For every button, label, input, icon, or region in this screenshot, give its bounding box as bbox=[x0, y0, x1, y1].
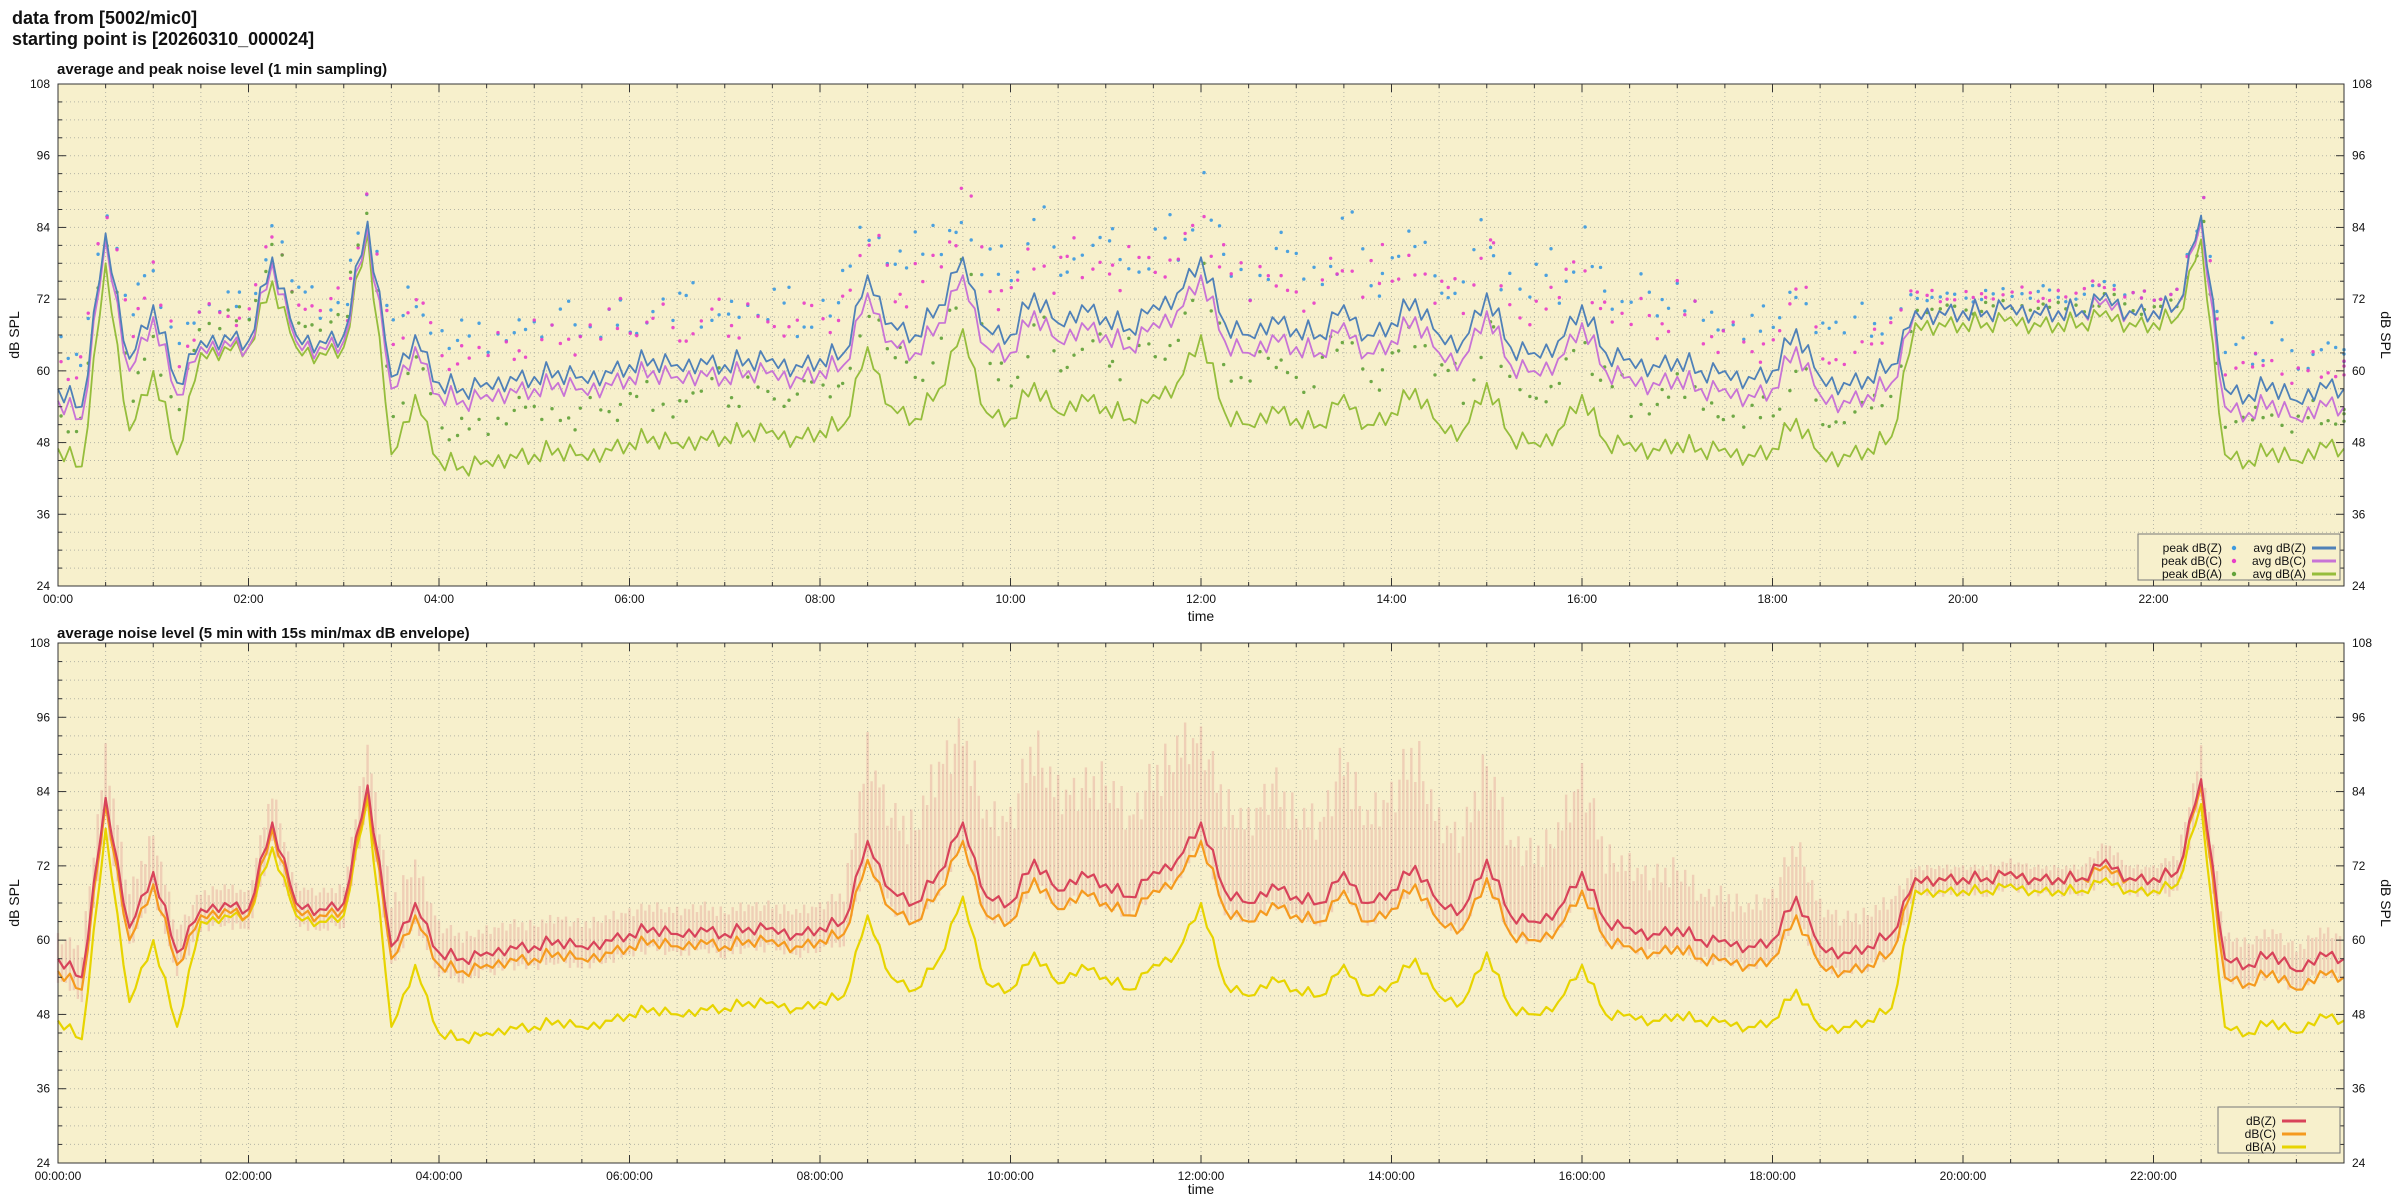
tick-label: 60 bbox=[37, 364, 51, 378]
tick-label: 08:00:00 bbox=[797, 1169, 844, 1183]
tick-label: 14:00:00 bbox=[1368, 1169, 1415, 1183]
legend-label: avg dB(A) bbox=[2253, 567, 2306, 581]
grid bbox=[58, 84, 2344, 586]
tick-label: 20:00:00 bbox=[1940, 1169, 1987, 1183]
tick-label: 10:00:00 bbox=[987, 1169, 1034, 1183]
legend-box bbox=[2137, 533, 2341, 581]
chart-1: 00:00:00 02:00:00 04:00:00 06:00:00 08:00:00… bbox=[30, 636, 2372, 1183]
tick-label: 60 bbox=[37, 933, 51, 947]
legend-label: dB(A) bbox=[2245, 1140, 2276, 1154]
tick-label: 84 bbox=[37, 785, 51, 799]
legend-label: peak dB(Z) bbox=[2163, 541, 2222, 555]
series-db-a- bbox=[57, 796, 2345, 1045]
tick-label: 08:00 bbox=[805, 592, 835, 606]
top-chart-title: average and peak noise level (1 min samp… bbox=[57, 61, 388, 78]
tick-label: 48 bbox=[37, 1007, 51, 1021]
tick-label: 12:00:00 bbox=[1178, 1169, 1225, 1183]
tick-label: 108 bbox=[30, 77, 50, 91]
tick-label: 22:00:00 bbox=[2130, 1169, 2177, 1183]
axis-ticks bbox=[57, 642, 2345, 1164]
tick-label: 72 bbox=[37, 859, 51, 873]
tick-label: 108 bbox=[30, 636, 50, 650]
tick-label: 24 bbox=[37, 1156, 51, 1170]
tick-label: 24 bbox=[2352, 579, 2366, 593]
series-peak-db-c- bbox=[59, 186, 2346, 385]
legend-label: dB(C) bbox=[2245, 1127, 2276, 1141]
tick-label: 20:00 bbox=[1948, 592, 1978, 606]
tick-label: 16:00:00 bbox=[1559, 1169, 1606, 1183]
tick-label: 24 bbox=[37, 579, 51, 593]
tick-label: 36 bbox=[2352, 507, 2366, 521]
tick-label: 22:00 bbox=[2138, 592, 2168, 606]
top-chart-ylabel-left: dB SPL bbox=[6, 311, 22, 359]
legend-box bbox=[2217, 1106, 2341, 1154]
series-db-z- bbox=[57, 778, 2345, 979]
legend-label: avg dB(Z) bbox=[2253, 541, 2306, 555]
tick-label: 48 bbox=[2352, 1007, 2366, 1021]
tick-label: 96 bbox=[37, 149, 51, 163]
bottom-chart-ylabel-right: dB SPL bbox=[2378, 879, 2394, 927]
tick-label: 84 bbox=[2352, 220, 2366, 234]
top-chart-ylabel-right: dB SPL bbox=[2378, 311, 2394, 359]
tick-label: 36 bbox=[2352, 1082, 2366, 1096]
tick-label: 00:00 bbox=[43, 592, 73, 606]
bottom-chart-title: average noise level (5 min with 15s min/… bbox=[57, 625, 470, 642]
tick-label: 04:00 bbox=[424, 592, 454, 606]
tick-label: 00:00:00 bbox=[35, 1169, 82, 1183]
tick-label: 36 bbox=[37, 507, 51, 521]
tick-label: 06:00 bbox=[614, 592, 644, 606]
bottom-chart-ylabel-left: dB SPL bbox=[6, 879, 22, 927]
legend-marker-dot bbox=[2231, 571, 2237, 577]
tick-label: 72 bbox=[37, 292, 51, 306]
tick-label: 02:00 bbox=[233, 592, 263, 606]
tick-label: 72 bbox=[2352, 292, 2366, 306]
tick-label: 48 bbox=[37, 436, 51, 450]
tick-label: 84 bbox=[2352, 785, 2366, 799]
tick-label: 16:00 bbox=[1567, 592, 1597, 606]
tick-label: 60 bbox=[2352, 364, 2366, 378]
tick-label: 108 bbox=[2352, 636, 2372, 650]
tick-label: 14:00 bbox=[1376, 592, 1406, 606]
tick-label: 18:00 bbox=[1757, 592, 1787, 606]
top-chart-xlabel: time bbox=[1187, 608, 1215, 624]
header-source-line: data from [5002/mic0] bbox=[12, 8, 198, 28]
header-starting-line: starting point is [20260310_000024] bbox=[12, 29, 315, 49]
legend-label: avg dB(C) bbox=[2252, 554, 2306, 568]
tick-label: 24 bbox=[2352, 1156, 2366, 1170]
legend-label: dB(Z) bbox=[2246, 1114, 2276, 1128]
tick-label: 02:00:00 bbox=[225, 1169, 272, 1183]
axis-ticks bbox=[57, 83, 2345, 587]
tick-label: 84 bbox=[37, 220, 51, 234]
tick-label: 96 bbox=[2352, 710, 2366, 724]
tick-label: 18:00:00 bbox=[1749, 1169, 1796, 1183]
legend: peak dB(Z)peak dB(C)peak dB(A)avg dB(Z)a… bbox=[2137, 533, 2341, 581]
legend-label: peak dB(A) bbox=[2162, 567, 2222, 581]
chart-0: 00:00 02:00 04:00 06:00 08:00 10:00 12:00 14:00… bbox=[30, 77, 2372, 606]
bottom-chart-xlabel: time bbox=[1187, 1181, 1215, 1197]
tick-label: 12:00 bbox=[1186, 592, 1216, 606]
tick-label: 108 bbox=[2352, 77, 2372, 91]
tick-label: 72 bbox=[2352, 859, 2366, 873]
tick-label: 48 bbox=[2352, 436, 2366, 450]
legend: dB(Z)dB(C)dB(A) bbox=[2217, 1106, 2341, 1154]
tick-label: 36 bbox=[37, 1082, 51, 1096]
tick-label: 96 bbox=[37, 710, 51, 724]
tick-label: 60 bbox=[2352, 933, 2366, 947]
legend-label: peak dB(C) bbox=[2161, 554, 2222, 568]
legend-marker-dot bbox=[2231, 558, 2237, 564]
legend-marker-dot bbox=[2231, 545, 2237, 551]
series-avg-db-a- bbox=[57, 232, 2345, 477]
tick-label: 06:00:00 bbox=[606, 1169, 653, 1183]
tick-label: 04:00:00 bbox=[416, 1169, 463, 1183]
series-avg-db-z- bbox=[57, 214, 2345, 409]
tick-label: 10:00 bbox=[995, 592, 1025, 606]
tick-label: 96 bbox=[2352, 149, 2366, 163]
